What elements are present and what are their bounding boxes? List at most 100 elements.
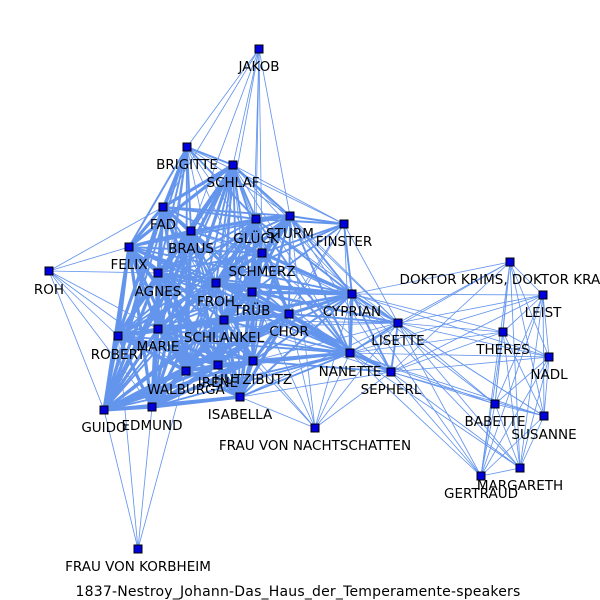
edge-lisette-theres bbox=[397, 322, 504, 333]
node-finster[interactable] bbox=[339, 219, 349, 229]
edge-lisette-susanne bbox=[397, 322, 545, 417]
node-label-schmerz: SCHMERZ bbox=[229, 264, 296, 280]
node-brigitte[interactable] bbox=[182, 142, 192, 152]
edge-nanette-doktor bbox=[349, 261, 511, 354]
node-label-lisette: LISETTE bbox=[371, 333, 424, 349]
node-label-agnes: AGNES bbox=[135, 284, 182, 300]
edge-lisette-babette bbox=[397, 322, 496, 405]
node-lisette[interactable] bbox=[393, 318, 403, 328]
edge-fad-schlankel bbox=[162, 206, 225, 321]
node-sturm[interactable] bbox=[285, 211, 295, 221]
node-label-frau_korb: FRAU VON KORBHEIM bbox=[65, 559, 211, 575]
edge-cyprian-leist bbox=[351, 293, 544, 296]
edge-fad-sturm bbox=[162, 206, 291, 217]
node-cyprian[interactable] bbox=[347, 289, 357, 299]
edge-schlaf-finster bbox=[232, 164, 345, 225]
node-label-glueck: GLÜCK bbox=[233, 229, 280, 247]
edge-walburga-edmund bbox=[150, 369, 188, 409]
node-frau_nacht[interactable] bbox=[310, 423, 320, 433]
edge-schmerz-sepherl bbox=[261, 252, 392, 373]
edge-schlaf-edmund bbox=[150, 163, 235, 409]
node-label-froh: FROH bbox=[197, 294, 235, 310]
edge-sepherl-susanne bbox=[390, 371, 545, 417]
node-label-schlankel: SCHLANKEL bbox=[184, 330, 265, 346]
node-robert[interactable] bbox=[113, 331, 123, 341]
node-froh[interactable] bbox=[211, 278, 221, 288]
node-label-felix: FELIX bbox=[110, 257, 147, 273]
edge-schlaf-fad bbox=[161, 163, 235, 209]
edge-cyprian-nanette bbox=[348, 292, 354, 355]
edge-jakob-brigitte bbox=[186, 48, 260, 148]
node-schlaf[interactable] bbox=[228, 160, 238, 170]
edge-nadl-margareth bbox=[519, 356, 550, 469]
edge-schmerz-cyprian bbox=[260, 251, 354, 296]
node-guido[interactable] bbox=[99, 405, 109, 415]
node-gertraud[interactable] bbox=[476, 471, 486, 481]
edge-nadl-babette bbox=[494, 356, 550, 405]
edge-sturm-robert bbox=[117, 215, 291, 337]
node-glueck[interactable] bbox=[251, 214, 261, 224]
edge-robert-guido bbox=[102, 334, 120, 412]
node-label-susanne: SUSANNE bbox=[511, 427, 576, 443]
edge-nanette-frau_nacht bbox=[314, 352, 351, 429]
edge-agnes-robert bbox=[116, 271, 160, 338]
edge-roh-guido bbox=[48, 270, 105, 411]
edge-guido-frau_korb bbox=[103, 409, 139, 550]
edge-roh-robert bbox=[48, 270, 119, 337]
node-label-fad: FAD bbox=[150, 217, 176, 233]
edges-layer bbox=[48, 48, 550, 550]
edge-lisette-frau_nacht bbox=[314, 322, 399, 429]
edge-doktor-susanne bbox=[509, 261, 545, 417]
node-marie[interactable] bbox=[153, 324, 163, 334]
node-label-robert: ROBERT bbox=[91, 347, 146, 363]
node-felix[interactable] bbox=[124, 242, 134, 252]
node-nanette[interactable] bbox=[345, 348, 355, 358]
edge-chor-sepherl bbox=[288, 313, 392, 373]
node-hutzibutz[interactable] bbox=[248, 356, 258, 366]
edge-sepherl-doktor bbox=[390, 261, 511, 373]
node-theres[interactable] bbox=[498, 327, 508, 337]
node-trub[interactable] bbox=[247, 287, 257, 297]
node-fad[interactable] bbox=[158, 202, 168, 212]
node-schmerz[interactable] bbox=[257, 248, 267, 258]
node-roh[interactable] bbox=[44, 266, 54, 276]
node-leist[interactable] bbox=[538, 290, 548, 300]
edge-doktor-gertraud bbox=[480, 261, 511, 477]
node-susanne[interactable] bbox=[539, 411, 549, 421]
edge-sepherl-theres bbox=[390, 331, 504, 373]
node-jakob[interactable] bbox=[254, 44, 264, 54]
edge-babette-margareth bbox=[494, 403, 521, 469]
edge-babette-susanne bbox=[494, 403, 545, 417]
node-chor[interactable] bbox=[284, 309, 294, 319]
node-agnes[interactable] bbox=[153, 268, 163, 278]
edge-nanette-gertraud bbox=[349, 352, 482, 477]
edge-babette-gertraud bbox=[480, 403, 496, 477]
node-label-gertraud: GERTRAUD bbox=[444, 486, 518, 502]
edge-cyprian-babette bbox=[351, 293, 496, 405]
node-braus[interactable] bbox=[186, 226, 196, 236]
node-sepherl[interactable] bbox=[386, 367, 396, 377]
node-label-cyprian: CYPRIAN bbox=[323, 304, 381, 320]
edge-sturm-agnes bbox=[157, 215, 291, 274]
edge-marie-walburga bbox=[156, 327, 188, 373]
edge-finster-chor bbox=[288, 223, 345, 315]
edge-lisette-sepherl bbox=[390, 322, 399, 373]
node-doktor[interactable] bbox=[505, 257, 515, 267]
node-schlankel[interactable] bbox=[219, 315, 229, 325]
edge-walburga-isabella bbox=[184, 369, 242, 399]
edge-fad-felix bbox=[127, 205, 165, 249]
graph-caption: 1837-Nestroy_Johann-Das_Haus_der_Tempera… bbox=[76, 584, 521, 600]
node-label-nanette: NANETTE bbox=[319, 364, 382, 380]
edge-marie-nanette bbox=[157, 328, 351, 354]
node-frau_korb[interactable] bbox=[133, 544, 143, 554]
edge-robert-hutzibutz bbox=[117, 335, 254, 362]
edge-sepherl-leist bbox=[390, 294, 544, 373]
edge-froh-robert bbox=[117, 282, 217, 337]
node-margareth[interactable] bbox=[515, 463, 525, 473]
node-babette[interactable] bbox=[490, 399, 500, 409]
node-edmund[interactable] bbox=[147, 402, 157, 412]
node-irene[interactable] bbox=[213, 360, 223, 370]
node-nadl[interactable] bbox=[544, 352, 554, 362]
node-isabella[interactable] bbox=[235, 392, 245, 402]
node-walburga[interactable] bbox=[181, 366, 191, 376]
